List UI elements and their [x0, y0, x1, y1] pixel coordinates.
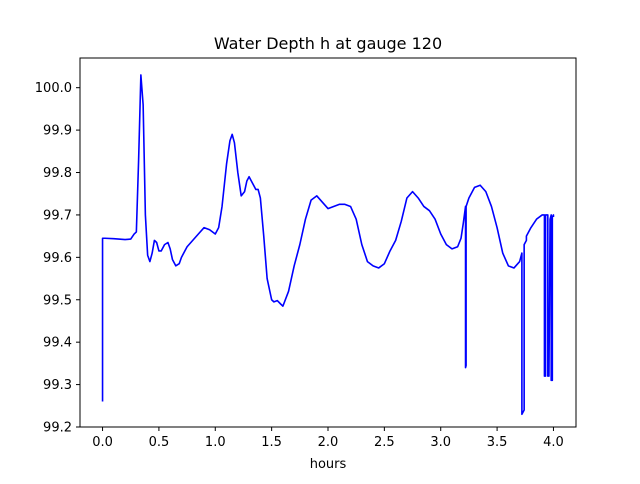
x-tick-label: 3.0 [430, 435, 451, 450]
y-tick-label: 99.3 [43, 378, 72, 393]
y-tick-label: 99.4 [43, 336, 72, 351]
x-tick-label: 3.5 [487, 435, 508, 450]
y-tick-label: 100.0 [35, 81, 72, 96]
plot-layer [101, 74, 555, 416]
x-tick-label: 4.0 [543, 435, 564, 450]
x-tick-label: 2.5 [374, 435, 395, 450]
y-tick-label: 99.7 [43, 208, 72, 223]
x-axis-ticks: 0.0 0.5 1.0 1.5 2.0 2.5 3.0 3.5 4.0 [92, 427, 564, 450]
y-tick-label: 99.6 [43, 251, 72, 266]
x-axis-label: hours [310, 457, 347, 472]
x-tick-label: 1.5 [261, 435, 282, 450]
x-tick-label: 1.0 [205, 435, 226, 450]
y-axis-ticks: 99.2 99.3 99.4 99.5 99.6 99.7 99.8 99.9 100.0 [35, 81, 80, 436]
y-tick-label: 99.5 [43, 293, 72, 308]
x-tick-label: 0.5 [149, 435, 170, 450]
y-tick-label: 99.9 [43, 124, 72, 139]
y-tick-label: 99.2 [43, 421, 72, 436]
y-tick-label: 99.8 [43, 166, 72, 181]
x-tick-label: 2.0 [318, 435, 339, 450]
x-tick-label: 0.0 [92, 435, 113, 450]
chart-title: Water Depth h at gauge 120 [214, 34, 442, 53]
series-line [101, 74, 555, 416]
